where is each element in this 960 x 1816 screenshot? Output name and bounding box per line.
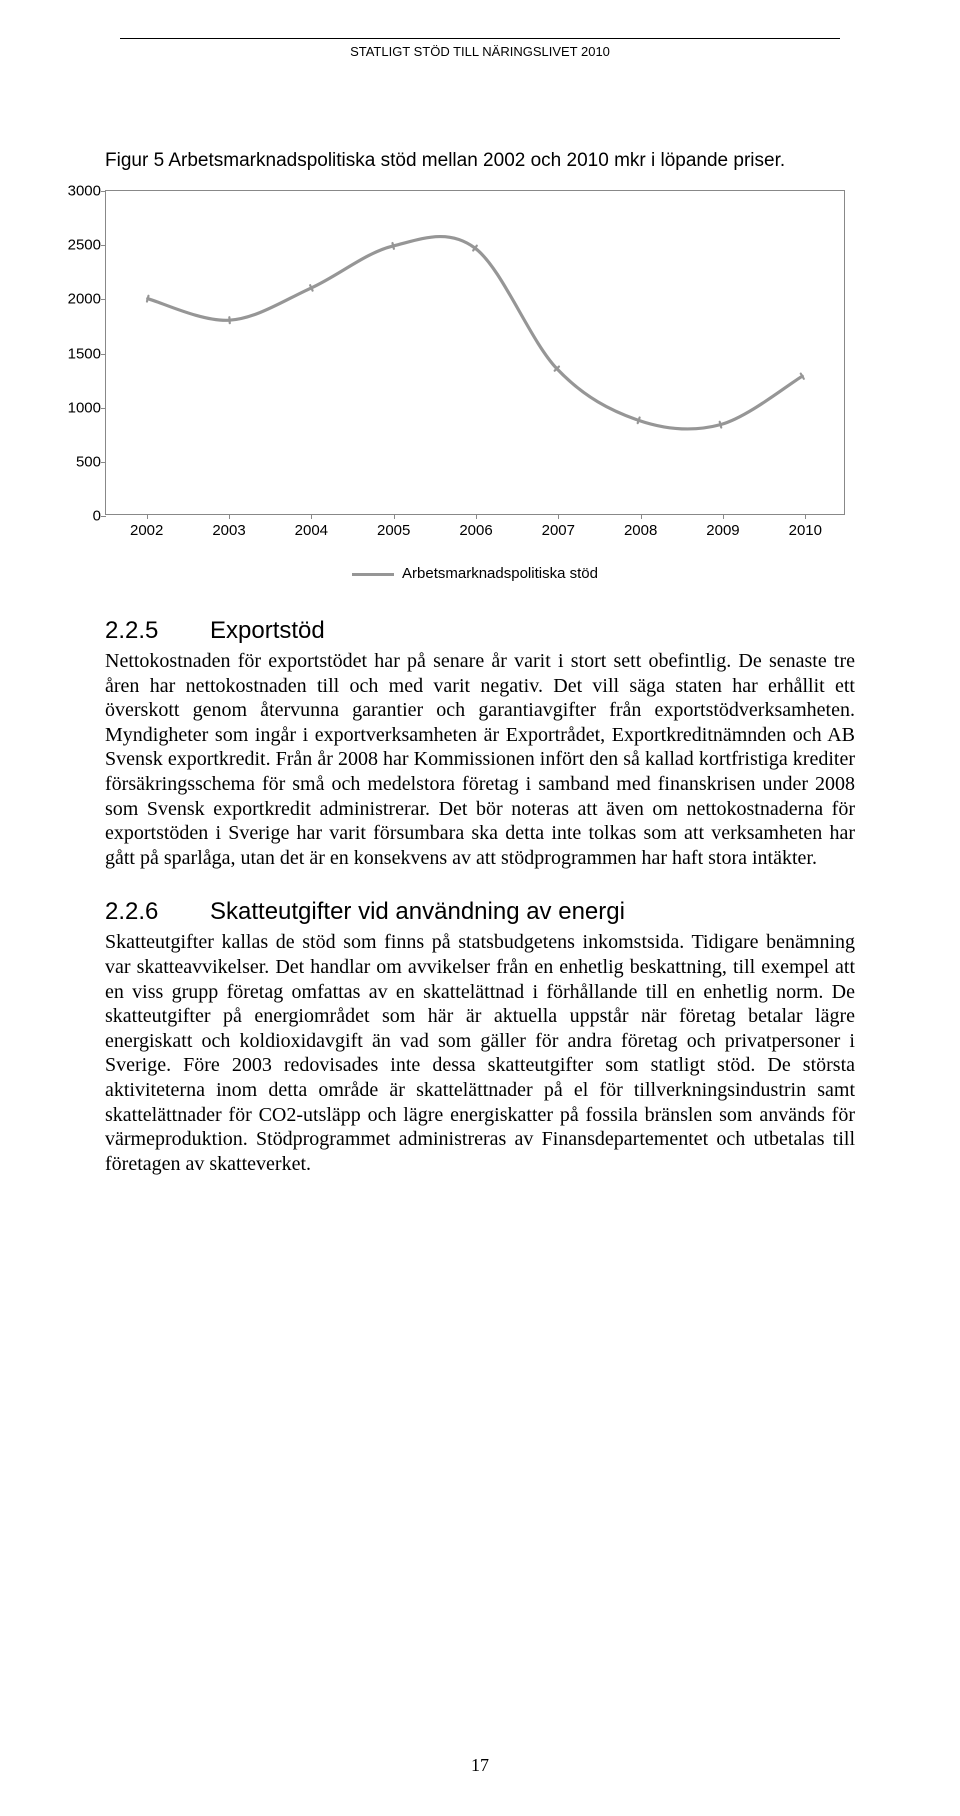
y-axis-tick-label: 2500	[68, 237, 101, 254]
x-axis-tick-label: 2002	[130, 522, 163, 539]
page-number: 17	[0, 1755, 960, 1776]
chart-line-series	[106, 191, 844, 514]
x-axis-tick-label: 2008	[624, 522, 657, 539]
x-axis-tick-label: 2007	[542, 522, 575, 539]
x-axis-tick-mark	[476, 514, 477, 519]
y-axis-tick-mark	[101, 245, 106, 246]
x-axis-tick-mark	[558, 514, 559, 519]
y-axis-tick-label: 500	[76, 453, 101, 470]
y-axis-tick-mark	[101, 516, 106, 517]
y-axis-tick-label: 2000	[68, 291, 101, 308]
y-axis-tick-mark	[101, 354, 106, 355]
figure-caption: Figur 5 Arbetsmarknadspolitiska stöd mel…	[105, 150, 855, 172]
section-number: 2.2.6	[105, 898, 210, 926]
header-rule	[120, 38, 840, 39]
x-axis-tick-mark	[394, 514, 395, 519]
section-title: Skatteutgifter vid användning av energi	[210, 898, 625, 925]
section-body-225: Nettokostnaden för exportstödet har på s…	[105, 649, 855, 870]
x-axis-tick-mark	[311, 514, 312, 519]
section-heading-225: 2.2.5Exportstöd	[105, 617, 855, 645]
section-number: 2.2.5	[105, 617, 210, 645]
section-body-226: Skatteutgifter kallas de stöd som finns …	[105, 930, 855, 1176]
x-axis-tick-label: 2010	[789, 522, 822, 539]
x-axis-tick-mark	[641, 514, 642, 519]
x-axis-tick-mark	[805, 514, 806, 519]
x-axis-tick-mark	[147, 514, 148, 519]
x-axis-tick-mark	[229, 514, 230, 519]
y-axis-tick-label: 3000	[68, 183, 101, 200]
chart-container: 0500100015002000250030002002200320042005…	[105, 190, 845, 582]
x-axis-tick-label: 2005	[377, 522, 410, 539]
chart-legend: Arbetsmarknadspolitiska stöd	[105, 565, 845, 582]
section-heading-226: 2.2.6Skatteutgifter vid användning av en…	[105, 898, 855, 926]
x-axis-tick-label: 2009	[706, 522, 739, 539]
x-axis-tick-label: 2004	[295, 522, 328, 539]
x-axis-tick-label: 2003	[212, 522, 245, 539]
y-axis-tick-label: 1500	[68, 345, 101, 362]
chart-plot-area: 0500100015002000250030002002200320042005…	[105, 190, 845, 515]
x-axis-tick-mark	[723, 514, 724, 519]
y-axis-tick-label: 0	[93, 508, 101, 525]
y-axis-tick-mark	[101, 191, 106, 192]
legend-label: Arbetsmarknadspolitiska stöd	[402, 565, 598, 582]
y-axis-tick-mark	[101, 462, 106, 463]
legend-swatch	[352, 573, 394, 576]
x-axis-tick-label: 2006	[459, 522, 492, 539]
y-axis-tick-label: 1000	[68, 399, 101, 416]
section-title: Exportstöd	[210, 617, 325, 644]
y-axis-tick-mark	[101, 408, 106, 409]
running-head: STATLIGT STÖD TILL NÄRINGSLIVET 2010	[0, 44, 960, 59]
y-axis-tick-mark	[101, 299, 106, 300]
